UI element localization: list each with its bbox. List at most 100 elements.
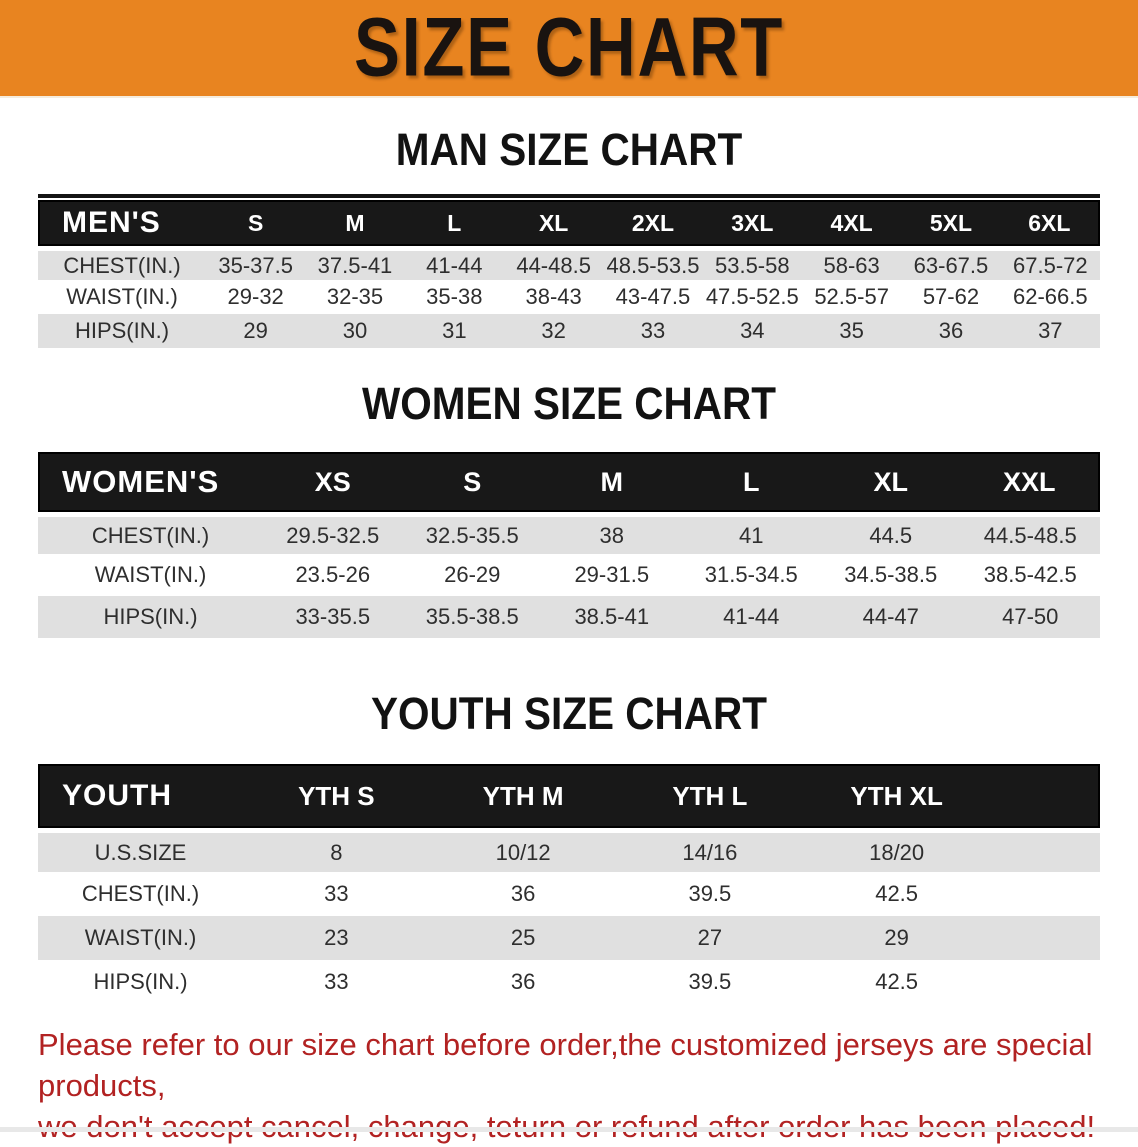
size-value-cell: 58-63 (801, 246, 902, 280)
measurement-row: WAIST(IN.) 23 25 27 29 (38, 916, 1100, 960)
size-column-header: 4XL (801, 200, 902, 246)
row-label: CHEST(IN.) (81, 881, 200, 906)
size-value-cell: 18/20 (803, 828, 990, 872)
size-value-cell: 39.5 (688, 881, 732, 906)
size-column-header: XL (503, 200, 604, 246)
size-value-cell: 26-29 (444, 562, 501, 587)
size-value-cell: 47.5-52.5 (705, 284, 799, 309)
table-corner-label: WOMEN'S (38, 452, 263, 512)
row-label: WAIST(IN.) (94, 562, 207, 587)
size-column-header: M (542, 452, 682, 512)
spacer-cell (990, 872, 1100, 916)
size-column-header: L (404, 200, 504, 246)
measurement-row: HIPS(IN.) 33 36 39.5 42.5 (38, 960, 1100, 1004)
size-column-header: XL (821, 452, 961, 512)
size-value-cell: 32-35 (326, 284, 384, 309)
size-value-cell: 31 (442, 318, 467, 343)
measurement-row: CHEST(IN.) 29.5-32.5 32.5-35.5 38 41 44.5 44.5… (38, 512, 1100, 554)
size-column-header: M (305, 200, 405, 246)
size-value-cell: 37 (1038, 318, 1063, 343)
size-column-header: S (402, 452, 542, 512)
size-column-header: S (206, 200, 306, 246)
size-value-cell: 67.5-72 (1000, 246, 1100, 280)
mens-size-table: MEN'S S M L XL 2XL 3XL 4XL 5XL 6XL CHEST(IN.) 35-37… (38, 200, 1100, 348)
size-value-cell: 31.5-34.5 (704, 562, 798, 587)
size-value-cell: 36 (938, 318, 964, 343)
size-value-cell: 37.5-41 (305, 246, 405, 280)
measurement-row: HIPS(IN.) 33-35.5 35.5-38.5 38.5-41 41-44 44-… (38, 596, 1100, 638)
size-value-cell: 29 (243, 318, 268, 343)
man-size-section: MAN SIZE CHART MEN'S S M L XL 2XL 3XL 4XL 5XL 6XL… (0, 124, 1138, 348)
size-column-header: 3XL (702, 200, 802, 246)
youth-size-section: YOUTH SIZE CHART YOUTH YTH S YTH M YTH L YTH… (0, 688, 1138, 1004)
size-value-cell: 10/12 (429, 828, 617, 872)
size-value-cell: 33 (324, 881, 349, 906)
size-header-row: MEN'S S M L XL 2XL 3XL 4XL 5XL 6XL (38, 200, 1100, 246)
size-column-header: L (681, 452, 821, 512)
size-value-cell: 38.5-42.5 (983, 562, 1077, 587)
row-label: CHEST(IN.) (38, 512, 263, 554)
measurement-row: WAIST(IN.) 29-32 32-35 35-38 38-43 43-47.5 47.… (38, 280, 1100, 314)
table-corner-label: MEN'S (38, 200, 206, 246)
spacer-cell (990, 764, 1100, 828)
size-value-cell: 42.5 (875, 969, 919, 994)
size-value-cell: 62-66.5 (1013, 284, 1088, 309)
size-header-row: YOUTH YTH S YTH M YTH L YTH XL (38, 764, 1100, 828)
banner-title: SIZE CHART (353, 1, 785, 94)
bottom-strip (0, 1127, 1138, 1132)
womens-size-table: WOMEN'S XS S M L XL XXL CHEST(IN.) 29.5-32.5 32.5… (38, 452, 1100, 638)
size-column-header: XXL (960, 452, 1100, 512)
measurement-row: WAIST(IN.) 23.5-26 26-29 29-31.5 31.5-34.5 34… (38, 554, 1100, 596)
size-value-cell: 8 (243, 828, 430, 872)
row-label: HIPS(IN.) (93, 969, 188, 994)
size-value-cell: 38 (542, 512, 682, 554)
size-value-cell: 36 (510, 969, 536, 994)
size-value-cell: 25 (510, 925, 536, 950)
size-value-cell: 29 (884, 925, 909, 950)
mens-table-wrap: MEN'S S M L XL 2XL 3XL 4XL 5XL 6XL CHEST(IN.) 35-37… (38, 194, 1100, 348)
spacer-cell (990, 828, 1100, 872)
youth-size-table: YOUTH YTH S YTH M YTH L YTH XL U.S.SIZE 8 10/12… (38, 764, 1100, 1004)
size-value-cell: 63-67.5 (901, 246, 1001, 280)
row-label: WAIST(IN.) (84, 925, 197, 950)
size-value-cell: 23 (324, 925, 349, 950)
size-value-cell: 57-62 (922, 284, 980, 309)
measurement-row: HIPS(IN.) 29 30 31 32 33 34 35 36 37 (38, 314, 1100, 348)
size-value-cell: 33 (324, 969, 349, 994)
row-label: WAIST(IN.) (66, 284, 178, 309)
women-section-heading: WOMEN SIZE CHART (362, 378, 776, 429)
spacer-cell (990, 916, 1100, 960)
size-column-header: 5XL (901, 200, 1001, 246)
size-value-cell: 53.5-58 (702, 246, 802, 280)
size-value-cell: 42.5 (875, 881, 919, 906)
size-value-cell: 48.5-53.5 (603, 246, 703, 280)
size-value-cell: 36 (510, 881, 536, 906)
size-value-cell: 32 (541, 318, 566, 343)
size-value-cell: 27 (697, 925, 723, 950)
size-value-cell: 35 (839, 318, 864, 343)
row-label: U.S.SIZE (38, 828, 243, 872)
size-value-cell: 41 (681, 512, 821, 554)
size-column-header: XS (263, 452, 403, 512)
table-corner-label: YOUTH (38, 764, 243, 828)
size-header-row: WOMEN'S XS S M L XL XXL (38, 452, 1100, 512)
size-value-cell: 44-47 (862, 604, 919, 629)
size-value-cell: 33 (640, 318, 666, 343)
size-value-cell: 14/16 (616, 828, 804, 872)
measurement-row: U.S.SIZE 8 10/12 14/16 18/20 (38, 828, 1100, 872)
size-value-cell: 29-32 (227, 284, 284, 309)
youth-section-heading: YOUTH SIZE CHART (370, 688, 767, 739)
size-value-cell: 34.5-38.5 (844, 562, 938, 587)
spacer-cell (990, 960, 1100, 1004)
women-size-section: WOMEN SIZE CHART WOMEN'S XS S M L XL XXL CHEST(… (0, 378, 1138, 638)
size-value-cell: 35-38 (426, 284, 483, 309)
size-column-header: YTH XL (803, 764, 990, 828)
size-value-cell: 44-48.5 (503, 246, 604, 280)
size-column-header: 6XL (1000, 200, 1100, 246)
size-value-cell: 29-31.5 (574, 562, 650, 587)
size-column-header: YTH S (243, 764, 430, 828)
row-label: HIPS(IN.) (103, 604, 198, 629)
size-value-cell: 44.5 (821, 512, 961, 554)
man-section-heading: MAN SIZE CHART (395, 124, 743, 175)
measurement-row: CHEST(IN.) 33 36 39.5 42.5 (38, 872, 1100, 916)
